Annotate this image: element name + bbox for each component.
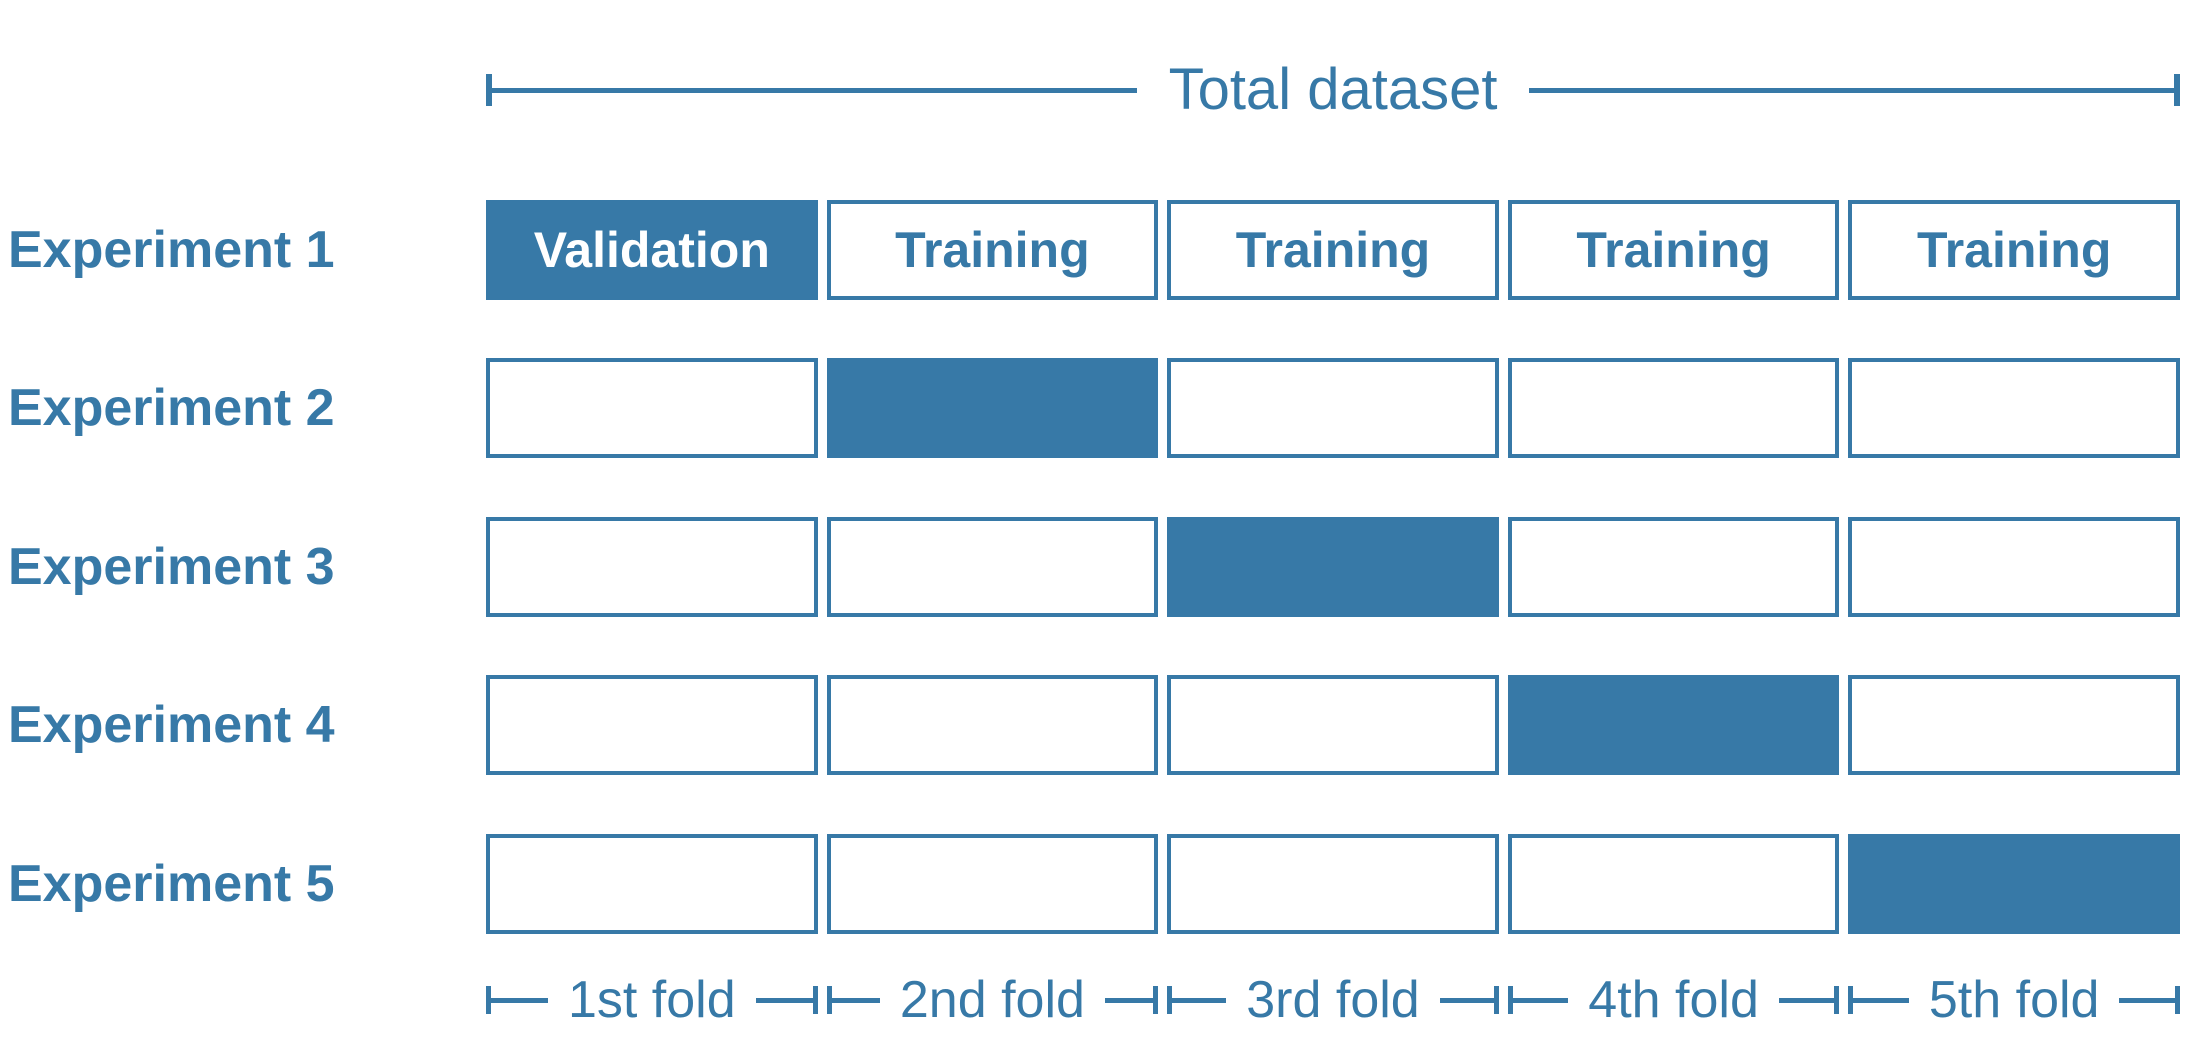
bracket-left-tick xyxy=(1848,986,1854,1014)
bracket-left-line xyxy=(1853,997,1909,1003)
experiment-4-label: Experiment 4 xyxy=(8,696,335,754)
bracket-right-tick xyxy=(1493,986,1499,1014)
bracket-right-line xyxy=(755,997,813,1003)
fold-cell xyxy=(486,834,818,934)
bracket-left-line xyxy=(491,997,548,1003)
fold-cell xyxy=(1507,517,1840,617)
fold-cell-training: Training xyxy=(1167,200,1499,300)
bracket-left-tick xyxy=(486,74,492,106)
experiment-row-4: Experiment 4 xyxy=(0,675,2196,775)
fold-cell xyxy=(1507,834,1840,934)
fold-bracket-5: 5th fold xyxy=(1848,968,2180,1032)
total-dataset-bracket: Total dataset xyxy=(486,57,2181,122)
bracket-right-tick xyxy=(2174,74,2181,106)
experiment-row-3: Experiment 3 xyxy=(0,517,2196,617)
fold-cell-validation: Validation xyxy=(486,200,818,300)
fold-cell xyxy=(826,675,1159,775)
bracket-left-line xyxy=(1172,997,1227,1003)
bracket-right-line xyxy=(1529,87,2175,93)
bracket-right-line xyxy=(1439,997,1494,1003)
fold-cell xyxy=(486,517,818,617)
bracket-left-line xyxy=(1512,997,1569,1003)
bracket-left-line xyxy=(831,997,880,1003)
bracket-right-tick xyxy=(1834,986,1840,1014)
bracket-right-tick xyxy=(812,986,818,1014)
bracket-right-line xyxy=(1778,997,1835,1003)
experiment-5-label: Experiment 5 xyxy=(8,855,335,913)
fold-cell-training: Training xyxy=(1848,200,2180,300)
experiment-1-label: Experiment 1 xyxy=(8,221,335,279)
fold-4-label: 4th fold xyxy=(1588,971,1759,1029)
experiment-4-cells xyxy=(486,675,2180,775)
fold-cell-validation xyxy=(1167,517,1499,617)
bracket-left-tick xyxy=(826,986,832,1014)
fold-cell-training: Training xyxy=(826,200,1159,300)
fold-cell xyxy=(1848,517,2180,617)
experiment-row-1: Experiment 1 Validation Training Trainin… xyxy=(0,200,2196,300)
experiment-3-label: Experiment 3 xyxy=(8,538,335,596)
bracket-right-line xyxy=(2119,997,2175,1003)
bracket-left-line xyxy=(492,87,1137,93)
fold-cell xyxy=(486,358,818,458)
bracket-left-tick xyxy=(1507,986,1513,1014)
fold-cell xyxy=(486,675,818,775)
experiment-2-label: Experiment 2 xyxy=(8,379,335,437)
bracket-left-tick xyxy=(486,986,491,1014)
fold-cell xyxy=(1848,358,2180,458)
fold-bracket-1: 1st fold xyxy=(486,968,818,1032)
fold-bracket-3: 3rd fold xyxy=(1167,968,1499,1032)
fold-cell-training: Training xyxy=(1507,200,1840,300)
bracket-right-tick xyxy=(1153,986,1159,1014)
experiment-2-cells xyxy=(486,358,2180,458)
experiment-5-cells xyxy=(486,834,2180,934)
bracket-right-line xyxy=(1104,997,1154,1003)
fold-cell xyxy=(1848,675,2180,775)
fold-cell xyxy=(1507,358,1840,458)
experiment-row-2: Experiment 2 xyxy=(0,358,2196,458)
experiment-3-cells xyxy=(486,517,2180,617)
fold-cell xyxy=(826,517,1159,617)
bracket-left-tick xyxy=(1167,986,1173,1014)
fold-2-label: 2nd fold xyxy=(899,971,1085,1029)
fold-cell xyxy=(1167,834,1499,934)
fold-brackets-footer: 1st fold 2nd fold 3rd fold 4th fold xyxy=(486,968,2180,1032)
experiment-1-cells: Validation Training Training Training Tr… xyxy=(486,200,2180,300)
fold-bracket-4: 4th fold xyxy=(1507,968,1840,1032)
fold-cell xyxy=(826,834,1159,934)
fold-bracket-2: 2nd fold xyxy=(826,968,1159,1032)
fold-5-label: 5th fold xyxy=(1928,971,2100,1029)
fold-cell-validation xyxy=(1507,675,1840,775)
fold-1-label: 1st fold xyxy=(567,971,736,1029)
fold-3-label: 3rd fold xyxy=(1246,971,1420,1029)
total-dataset-label: Total dataset xyxy=(1168,57,1498,122)
fold-cell xyxy=(1167,675,1499,775)
fold-cell-validation xyxy=(826,358,1159,458)
fold-cell-validation xyxy=(1848,834,2180,934)
bracket-right-tick xyxy=(2174,986,2180,1014)
fold-cell xyxy=(1167,358,1499,458)
experiment-row-5: Experiment 5 xyxy=(0,834,2196,934)
